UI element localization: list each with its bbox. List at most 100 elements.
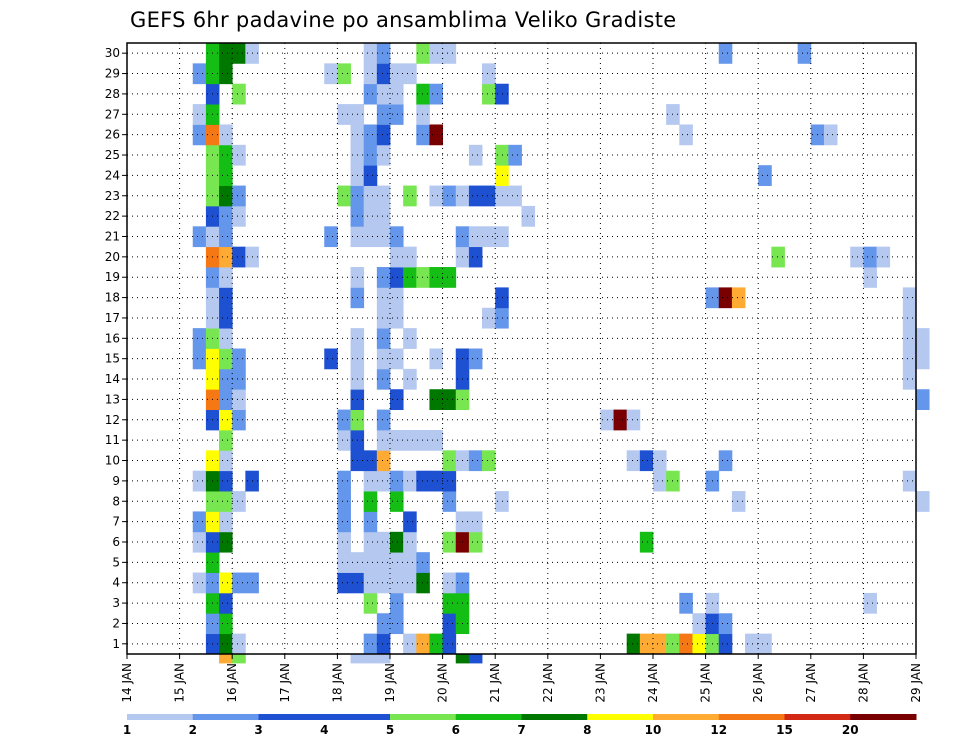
data-cell bbox=[363, 552, 378, 573]
data-cell bbox=[718, 613, 733, 635]
data-cell bbox=[337, 531, 351, 553]
data-cell bbox=[219, 185, 233, 207]
data-cell bbox=[219, 267, 233, 288]
data-cell bbox=[376, 226, 391, 248]
x-tick-label: 14 JAN bbox=[120, 663, 134, 703]
data-cell bbox=[416, 470, 430, 492]
data-cell bbox=[653, 470, 667, 492]
y-tick-label: 24 bbox=[105, 168, 120, 182]
y-tick-label: 13 bbox=[105, 392, 120, 406]
data-cell bbox=[495, 144, 509, 166]
data-cell bbox=[219, 165, 233, 186]
y-tick-label: 30 bbox=[105, 46, 120, 60]
colorbar-label: 7 bbox=[517, 723, 525, 737]
data-cell bbox=[442, 43, 457, 64]
data-cell bbox=[219, 246, 233, 268]
data-cell bbox=[508, 185, 522, 207]
data-cell bbox=[416, 429, 430, 451]
data-cell bbox=[219, 124, 233, 146]
data-cell bbox=[679, 633, 693, 655]
data-cell bbox=[232, 572, 246, 594]
data-cell bbox=[232, 205, 246, 227]
data-cell bbox=[403, 429, 417, 451]
data-cell bbox=[416, 552, 430, 573]
x-tick-label: 29 JAN bbox=[909, 663, 923, 703]
data-cell bbox=[718, 633, 733, 655]
colorbar-swatch bbox=[521, 714, 588, 720]
data-cell bbox=[192, 104, 207, 125]
data-cell bbox=[390, 63, 404, 85]
data-cell bbox=[376, 267, 391, 288]
data-cell bbox=[442, 572, 457, 594]
data-cell bbox=[376, 470, 391, 492]
data-cell bbox=[219, 205, 233, 227]
x-tick-label: 19 JAN bbox=[383, 663, 397, 703]
x-tick-label: 18 JAN bbox=[330, 663, 344, 703]
data-cell bbox=[324, 226, 338, 248]
data-cell bbox=[916, 328, 930, 349]
data-cell bbox=[232, 389, 246, 410]
data-cell bbox=[232, 491, 246, 512]
data-cell bbox=[363, 205, 378, 227]
data-cell bbox=[482, 63, 496, 85]
colorbar-label: 5 bbox=[386, 723, 394, 737]
data-cell bbox=[219, 328, 233, 349]
data-cell bbox=[679, 592, 693, 614]
data-cell bbox=[468, 185, 483, 207]
data-cell bbox=[442, 633, 457, 655]
data-cell bbox=[363, 124, 378, 146]
data-cell bbox=[863, 267, 877, 288]
data-cell bbox=[390, 267, 404, 288]
data-cell bbox=[376, 429, 391, 451]
data-cell bbox=[442, 592, 457, 614]
data-cell bbox=[376, 348, 391, 370]
data-cell bbox=[376, 43, 391, 64]
colorbar-label: 8 bbox=[583, 723, 591, 737]
data-cell bbox=[416, 104, 430, 125]
data-cell bbox=[403, 470, 417, 492]
data-cell bbox=[337, 552, 351, 573]
data-cell bbox=[337, 63, 351, 85]
y-axis: 1234567891011121314151617181920212223242… bbox=[105, 46, 127, 651]
cells-layer bbox=[192, 43, 930, 664]
x-tick-label: 26 JAN bbox=[751, 663, 765, 703]
data-cell bbox=[337, 470, 351, 492]
data-cell bbox=[416, 124, 430, 146]
data-cell bbox=[219, 633, 233, 655]
data-cell bbox=[192, 511, 207, 533]
data-cell bbox=[468, 226, 483, 248]
data-cell bbox=[442, 531, 457, 553]
data-cell bbox=[192, 531, 207, 553]
data-cell bbox=[219, 450, 233, 472]
data-cell bbox=[692, 613, 706, 635]
data-cell bbox=[390, 83, 404, 105]
data-cell bbox=[403, 572, 417, 594]
x-tick-label: 22 JAN bbox=[541, 663, 555, 703]
data-cell bbox=[403, 267, 417, 288]
data-cell bbox=[495, 165, 509, 186]
data-cell bbox=[363, 450, 378, 472]
data-cell bbox=[429, 389, 443, 410]
data-cell bbox=[390, 613, 404, 635]
data-cell bbox=[219, 307, 233, 329]
data-cell bbox=[442, 613, 457, 635]
data-cell bbox=[219, 409, 233, 431]
data-cell bbox=[376, 185, 391, 207]
y-tick-label: 12 bbox=[105, 413, 120, 427]
x-tick-label: 20 JAN bbox=[436, 663, 450, 703]
data-cell bbox=[403, 246, 417, 268]
data-cell bbox=[232, 185, 246, 207]
data-cell bbox=[468, 531, 483, 553]
colorbar-label: 3 bbox=[254, 723, 262, 737]
data-cell bbox=[219, 592, 233, 614]
data-cell bbox=[363, 633, 378, 655]
data-cell bbox=[363, 531, 378, 553]
colorbar-swatch bbox=[718, 714, 785, 720]
data-cell bbox=[390, 491, 404, 512]
data-cell bbox=[653, 450, 667, 472]
data-cell bbox=[390, 592, 404, 614]
y-tick-label: 29 bbox=[105, 67, 120, 81]
data-cell bbox=[192, 572, 207, 594]
data-cell bbox=[324, 348, 338, 370]
data-cell bbox=[363, 491, 378, 512]
